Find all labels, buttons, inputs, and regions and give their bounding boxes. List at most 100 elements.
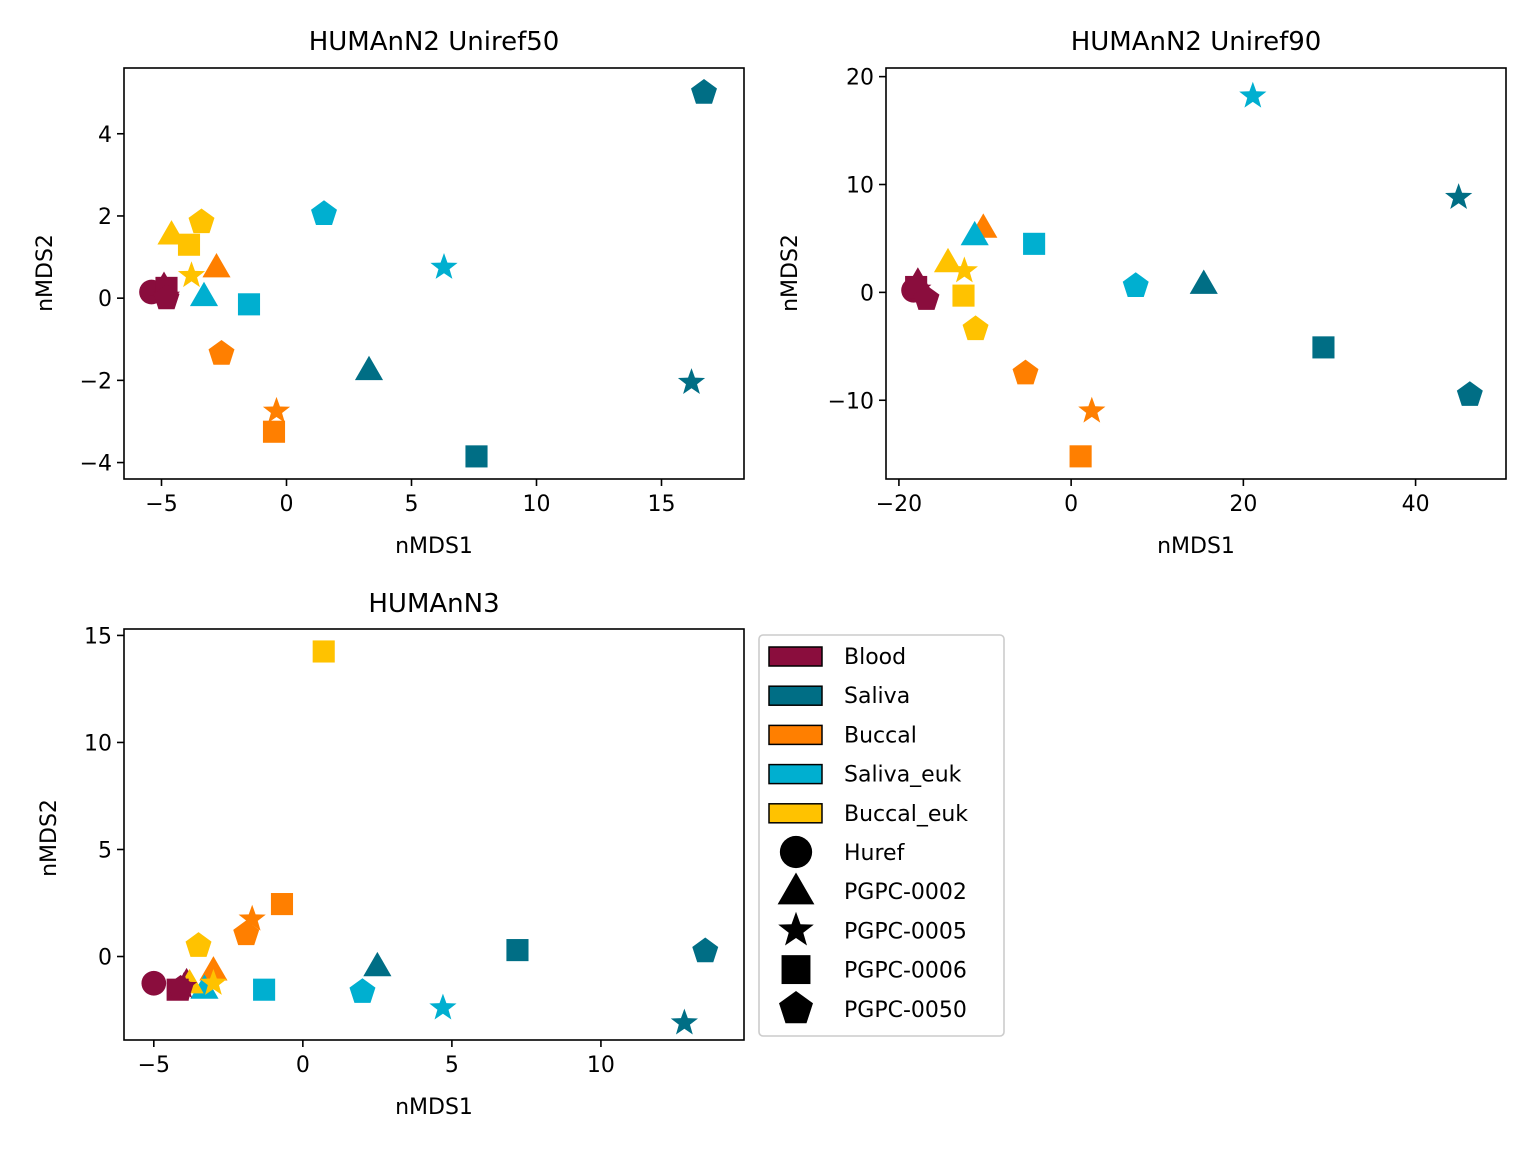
point-buccal-square xyxy=(270,893,294,916)
x-tick-label: −5 xyxy=(138,1053,170,1078)
point-saliva-pentagon xyxy=(692,937,719,963)
y-tick-label: 0 xyxy=(98,287,112,312)
panel-3-title: HUMAnN3 xyxy=(368,589,499,619)
point-buccal-euk-star xyxy=(177,261,206,288)
panel-2-ylabel: nMDS2 xyxy=(778,234,803,312)
y-tick-label: 0 xyxy=(860,281,874,306)
panel-1-points xyxy=(139,79,717,468)
y-tick-label: −4 xyxy=(80,452,112,477)
panel-1-ylabel: nMDS2 xyxy=(33,234,58,312)
point-saliva-euk-pentagon xyxy=(311,200,337,225)
y-tick-label: 5 xyxy=(98,838,112,863)
point-saliva-pentagon xyxy=(691,79,717,104)
point-blood-pentagon xyxy=(153,284,180,310)
legend: Blood Saliva Buccal Saliva_euk Buccal_euk Hur… xyxy=(758,634,1005,1037)
point-blood-circle xyxy=(141,970,167,996)
panel-humann2-uniref90: HUMAnN2 Uniref90 nMDS1 nMDS2 −20 0 20 40 −10… xyxy=(778,27,1507,559)
point-buccal-triangle xyxy=(202,253,231,278)
panel-3-xlabel: nMDS1 xyxy=(395,1095,473,1120)
point-saliva-triangle xyxy=(354,355,384,381)
point-saliva-euk-square xyxy=(1023,232,1046,255)
panel-1-ticks: −5 0 5 10 15 −4 −2 0 2 4 xyxy=(80,123,676,517)
legend-label: PGPC-0006 xyxy=(844,959,967,984)
legend-label: Buccal_euk xyxy=(844,802,968,827)
x-tick-label: 5 xyxy=(445,1053,459,1078)
legend-marker-triangle-icon xyxy=(777,872,815,905)
point-buccal-square xyxy=(262,420,286,443)
legend-label: Saliva_euk xyxy=(844,763,962,788)
point-buccal-square xyxy=(1069,445,1092,468)
legend-marker-pentagon-icon xyxy=(779,990,813,1024)
panel-2-ticks: −20 0 20 40 −10 0 10 20 xyxy=(828,66,1430,517)
legend-marker-star-icon xyxy=(778,911,814,946)
panel-1-title: HUMAnN2 Uniref50 xyxy=(309,27,560,57)
point-saliva-star xyxy=(677,368,706,394)
legend-label: Buccal xyxy=(844,723,917,748)
legend-label: PGPC-0002 xyxy=(844,880,967,905)
y-tick-label: −10 xyxy=(828,389,874,414)
point-buccal-pentagon xyxy=(1012,359,1039,385)
point-saliva-triangle xyxy=(363,951,392,977)
point-buccal-star xyxy=(238,904,266,931)
legend-label: PGPC-0050 xyxy=(844,998,967,1023)
point-buccal-euk-square xyxy=(177,233,201,256)
point-buccal-euk-triangle xyxy=(933,247,963,273)
y-tick-label: 10 xyxy=(846,174,874,199)
legend-label: Saliva xyxy=(844,684,910,709)
point-saliva-euk-pentagon xyxy=(349,978,376,1003)
panel-2-points xyxy=(901,81,1483,468)
point-buccal-pentagon xyxy=(208,340,235,365)
y-tick-label: 2 xyxy=(98,205,112,230)
point-buccal-euk-star xyxy=(199,968,228,995)
legend-label: PGPC-0005 xyxy=(844,919,967,944)
panel-1-frame xyxy=(123,67,745,480)
panel-3-points xyxy=(141,640,719,1035)
x-tick-label: −5 xyxy=(145,492,177,517)
x-tick-label: 0 xyxy=(296,1053,310,1078)
point-saliva-euk-square xyxy=(253,978,276,1001)
panel-3-ylabel: nMDS2 xyxy=(37,799,62,877)
point-buccal-euk-square xyxy=(312,640,335,663)
legend-swatch-buccal xyxy=(768,724,823,746)
point-saliva-euk-star xyxy=(429,993,457,1020)
point-saliva-square xyxy=(1312,336,1335,359)
legend-marker-square-icon xyxy=(781,955,811,985)
y-tick-label: 10 xyxy=(84,731,112,756)
legend-marker-circle-icon xyxy=(779,835,813,869)
x-tick-label: 10 xyxy=(587,1053,615,1078)
point-buccal-triangle xyxy=(199,956,228,981)
panel-2-xlabel: nMDS1 xyxy=(1157,534,1235,559)
panel-2-frame xyxy=(885,67,1507,480)
point-saliva-euk-star xyxy=(430,253,458,279)
point-buccal-euk-pentagon xyxy=(188,208,215,234)
y-tick-label: 15 xyxy=(84,624,112,649)
point-buccal-euk-square xyxy=(952,284,975,307)
x-tick-label: 0 xyxy=(280,492,294,517)
x-tick-label: 40 xyxy=(1402,492,1430,517)
panel-2-title: HUMAnN2 Uniref90 xyxy=(1071,27,1322,57)
panel-humann3: HUMAnN3 nMDS1 nMDS2 −5 0 5 10 0 5 10 15 xyxy=(37,589,745,1120)
panel-3-frame xyxy=(123,628,745,1041)
y-tick-label: −2 xyxy=(80,369,112,394)
x-tick-label: −20 xyxy=(876,492,922,517)
y-tick-label: 20 xyxy=(846,66,874,91)
point-buccal-star xyxy=(262,396,291,423)
y-tick-label: 0 xyxy=(98,946,112,971)
x-tick-label: 15 xyxy=(648,492,676,517)
point-saliva-euk-star xyxy=(1239,81,1267,108)
panel-3-ticks: −5 0 5 10 0 5 10 15 xyxy=(84,624,615,1078)
legend-label: Huref xyxy=(844,841,906,866)
point-saliva-square xyxy=(506,939,529,962)
x-tick-label: 10 xyxy=(523,492,551,517)
legend-label: Blood xyxy=(844,645,906,670)
legend-swatch-saliva-euk xyxy=(768,763,823,785)
point-buccal-pentagon xyxy=(233,920,260,946)
point-saliva-triangle xyxy=(1189,269,1218,294)
point-blood-pentagon xyxy=(913,285,940,310)
point-saliva-star xyxy=(1445,183,1473,210)
panel-humann2-uniref50: HUMAnN2 Uniref50 nMDS1 nMDS2 −5 0 5 10 15−4−… xyxy=(33,27,745,559)
point-saliva-star xyxy=(670,1008,698,1035)
point-buccal-euk-pentagon xyxy=(962,315,989,341)
point-saliva-euk-square xyxy=(237,293,261,316)
x-tick-label: 0 xyxy=(1064,492,1078,517)
